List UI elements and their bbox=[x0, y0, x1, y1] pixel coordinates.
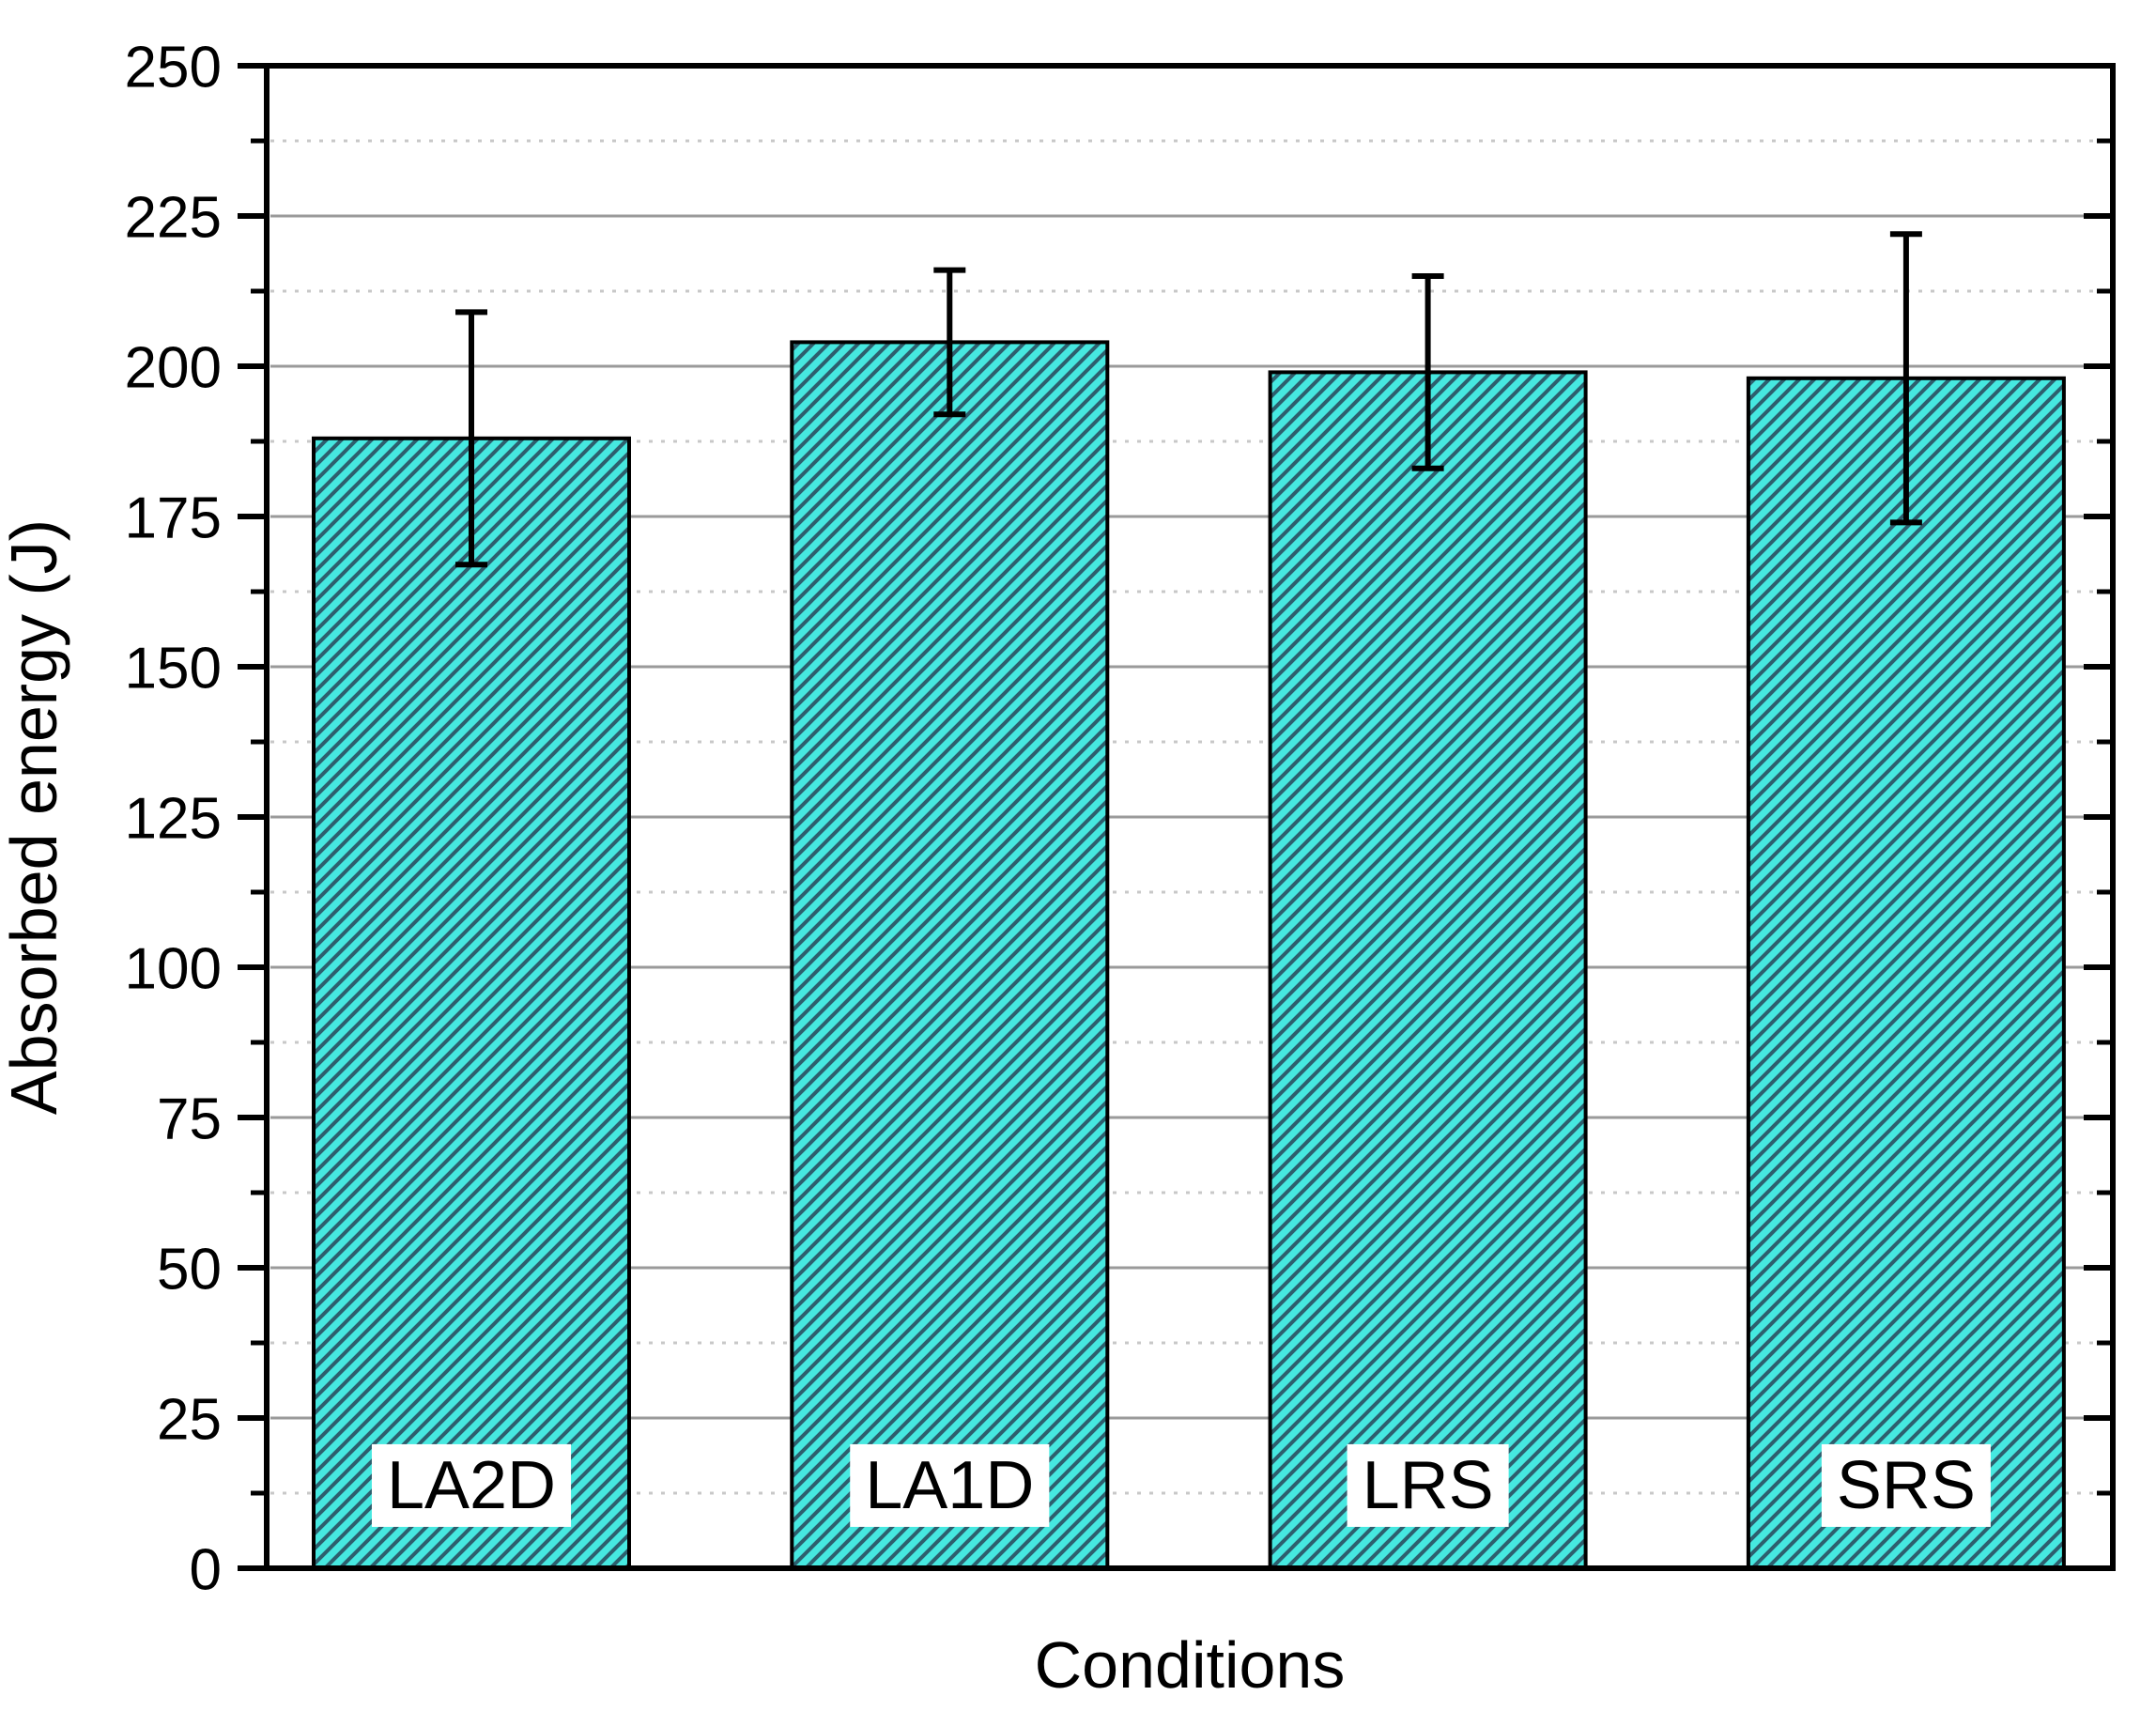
plot-frame bbox=[264, 63, 2116, 1571]
y-tick-label-75: 75 bbox=[157, 1087, 222, 1151]
bar-hatch-LA1D bbox=[792, 342, 1108, 1568]
y-tick-label-50: 50 bbox=[157, 1237, 222, 1302]
y-tick-label-200: 200 bbox=[125, 335, 222, 400]
bar-label-LRS: LRS bbox=[1363, 1448, 1494, 1523]
bar-hatch-SRS bbox=[1748, 378, 2064, 1568]
bar-label-box-LA1D bbox=[850, 1443, 1050, 1527]
y-tick-label-150: 150 bbox=[125, 636, 222, 701]
bar-labels-layer: LA2D LA1D LRS SRS bbox=[371, 1443, 1991, 1527]
y-tick-label-175: 175 bbox=[125, 486, 222, 550]
axes-layer: 0 25 50 75 100 125 150 175 200 225 250 bbox=[125, 35, 2116, 1602]
y-axis-title: Absorbed energy (J) bbox=[0, 519, 70, 1115]
x-axis-title: Conditions bbox=[1035, 1628, 1346, 1702]
y-tick-label-100: 100 bbox=[125, 936, 222, 1001]
bar-label-LA2D: LA2D bbox=[387, 1448, 556, 1523]
y-tick-label-250: 250 bbox=[125, 35, 222, 100]
bars-layer bbox=[312, 231, 2066, 1570]
bar-label-box-SRS bbox=[1821, 1443, 1991, 1527]
y-tick-label-125: 125 bbox=[125, 786, 222, 851]
bar-label-box-LA2D bbox=[371, 1443, 572, 1527]
bar-label-SRS: SRS bbox=[1837, 1448, 1976, 1523]
y-tick-label-225: 225 bbox=[125, 185, 222, 250]
bar-label-LA1D: LA1D bbox=[865, 1448, 1034, 1523]
bar-label-box-LRS bbox=[1347, 1443, 1509, 1527]
bar-hatch-LA2D bbox=[314, 438, 629, 1568]
y-tick-label-0: 0 bbox=[190, 1537, 222, 1602]
bar-hatch-LRS bbox=[1270, 372, 1586, 1568]
y-tick-label-25: 25 bbox=[157, 1387, 222, 1452]
